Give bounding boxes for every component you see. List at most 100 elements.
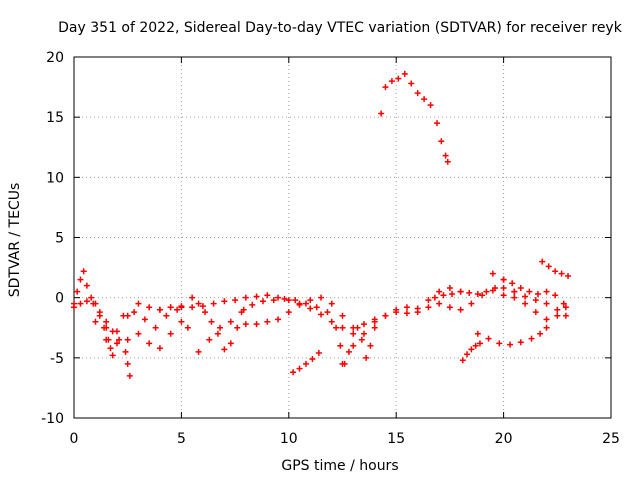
data-point xyxy=(195,300,202,307)
y-tick-label: 20 xyxy=(46,50,64,66)
data-point xyxy=(242,294,249,301)
data-point xyxy=(184,324,191,331)
data-point xyxy=(210,300,217,307)
data-point xyxy=(232,297,239,304)
data-point xyxy=(543,300,550,307)
data-point xyxy=(474,291,481,298)
data-point xyxy=(492,285,499,292)
data-point xyxy=(77,300,84,307)
data-point xyxy=(92,318,99,325)
data-point xyxy=(107,345,114,352)
data-point xyxy=(275,316,282,323)
data-point xyxy=(543,316,550,323)
data-point xyxy=(227,340,234,347)
data-point xyxy=(264,292,271,299)
x-axis-label: GPS time / hours xyxy=(281,458,398,474)
data-point xyxy=(313,304,320,311)
y-tick-label: 15 xyxy=(46,110,64,126)
series-arc-a xyxy=(71,268,116,359)
data-point xyxy=(249,301,256,308)
data-point xyxy=(436,288,443,295)
y-tick-label: 10 xyxy=(46,170,64,186)
data-point xyxy=(124,336,131,343)
data-point xyxy=(354,324,361,331)
data-point xyxy=(371,318,378,325)
data-point xyxy=(554,306,561,313)
series-arc-m xyxy=(378,70,451,165)
data-point xyxy=(509,280,516,287)
data-point xyxy=(296,301,303,308)
data-point xyxy=(206,336,213,343)
data-point xyxy=(421,96,428,103)
data-point xyxy=(253,321,260,328)
data-point xyxy=(440,292,447,299)
data-point xyxy=(552,268,559,275)
data-point xyxy=(560,300,567,307)
data-point xyxy=(242,321,249,328)
data-point xyxy=(156,345,163,352)
data-point xyxy=(558,270,565,277)
series-arc-q xyxy=(474,324,550,348)
data-point xyxy=(96,309,103,316)
data-point xyxy=(189,304,196,311)
data-point xyxy=(116,336,123,343)
data-point xyxy=(131,309,138,316)
data-point xyxy=(522,293,529,300)
data-point xyxy=(296,365,303,372)
data-point xyxy=(315,350,322,357)
series-arc-s xyxy=(500,292,569,319)
data-point xyxy=(414,90,421,97)
data-point xyxy=(511,294,518,301)
data-point xyxy=(425,297,432,304)
data-point xyxy=(363,354,370,361)
data-point xyxy=(292,297,299,304)
data-point xyxy=(431,294,438,301)
data-point xyxy=(457,306,464,313)
grid xyxy=(74,57,611,418)
data-point xyxy=(360,330,367,337)
data-point xyxy=(517,285,524,292)
data-point xyxy=(318,311,325,318)
y-axis: -10 -5 0 5 10 15 20 xyxy=(41,50,611,427)
data-point xyxy=(360,321,367,328)
data-point xyxy=(253,293,260,300)
data-point xyxy=(459,357,466,364)
data-point xyxy=(388,78,395,85)
data-point xyxy=(217,324,224,331)
data-point xyxy=(270,297,277,304)
data-point xyxy=(77,276,84,283)
data-point xyxy=(468,346,475,353)
data-point xyxy=(83,282,90,289)
data-point xyxy=(285,297,292,304)
x-tick-label: 20 xyxy=(495,431,513,447)
data-point xyxy=(517,339,524,346)
data-point xyxy=(178,303,185,310)
data-point xyxy=(474,330,481,337)
data-point xyxy=(339,360,346,367)
series-arc-d xyxy=(103,318,185,352)
data-point xyxy=(333,324,340,331)
data-point xyxy=(414,305,421,312)
data-point xyxy=(403,310,410,317)
data-point xyxy=(500,276,507,283)
data-point xyxy=(309,356,316,363)
data-point xyxy=(554,312,561,319)
series-arc-f xyxy=(189,294,247,353)
data-point xyxy=(163,312,170,319)
data-point xyxy=(281,295,288,302)
series-arc-h xyxy=(217,295,331,331)
data-point xyxy=(479,292,486,299)
y-tick-label: 0 xyxy=(55,291,64,307)
data-point xyxy=(103,324,110,331)
data-point xyxy=(109,352,116,359)
x-tick-label: 10 xyxy=(280,431,298,447)
data-point xyxy=(221,298,228,305)
data-point xyxy=(393,306,400,313)
data-point xyxy=(427,102,434,109)
data-point xyxy=(371,324,378,331)
data-point xyxy=(449,291,456,298)
data-point xyxy=(167,304,174,311)
data-point xyxy=(74,288,81,295)
y-tick-label: -5 xyxy=(50,351,64,367)
data-point xyxy=(83,298,90,305)
